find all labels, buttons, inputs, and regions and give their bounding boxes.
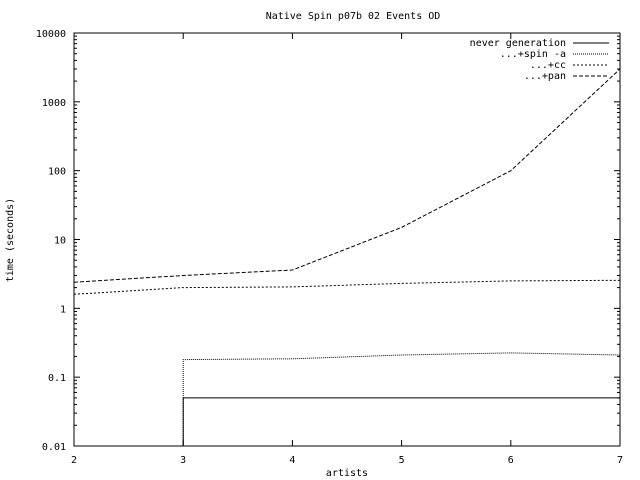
- x-tick-label: 3: [180, 455, 186, 466]
- y-tick-label: 10000: [36, 29, 66, 40]
- legend-label: never generation: [470, 38, 566, 49]
- y-tick-label: 100: [48, 167, 66, 178]
- plot-frame: [73, 32, 621, 447]
- y-tick-label: 0.1: [48, 373, 66, 384]
- y-axis-ticks: 0.01 0.1 1 10 100 1000 10000: [36, 29, 620, 453]
- x-tick-label: 7: [617, 455, 623, 466]
- x-axis-ticks: 2 3 4 5 6 7: [71, 33, 623, 466]
- x-axis-label: artists: [326, 468, 368, 479]
- x-tick-label: 5: [399, 455, 405, 466]
- y-tick-label: 10: [54, 236, 66, 247]
- x-tick-label: 4: [289, 455, 295, 466]
- y-tick-label: 1: [60, 304, 66, 315]
- series-lines: [73, 68, 621, 446]
- series-line-2: [73, 279, 621, 295]
- x-tick-label: 6: [508, 455, 514, 466]
- legend-label: ...+spin -a: [500, 49, 566, 60]
- chart-title: Native Spin p07b 02 Events OD: [266, 11, 441, 22]
- legend-label: ...+pan: [524, 71, 566, 82]
- legend-label: ...+cc: [530, 60, 566, 71]
- y-tick-label: 1000: [42, 98, 66, 109]
- series-line-3: [73, 68, 621, 283]
- series-line-1: [182, 352, 621, 446]
- series-line-0: [182, 397, 620, 446]
- legend: never generation...+spin -a...+cc...+pan: [470, 38, 609, 82]
- y-tick-label: 0.01: [42, 442, 66, 453]
- y-axis-label: time (seconds): [5, 198, 16, 282]
- x-tick-label: 2: [71, 455, 77, 466]
